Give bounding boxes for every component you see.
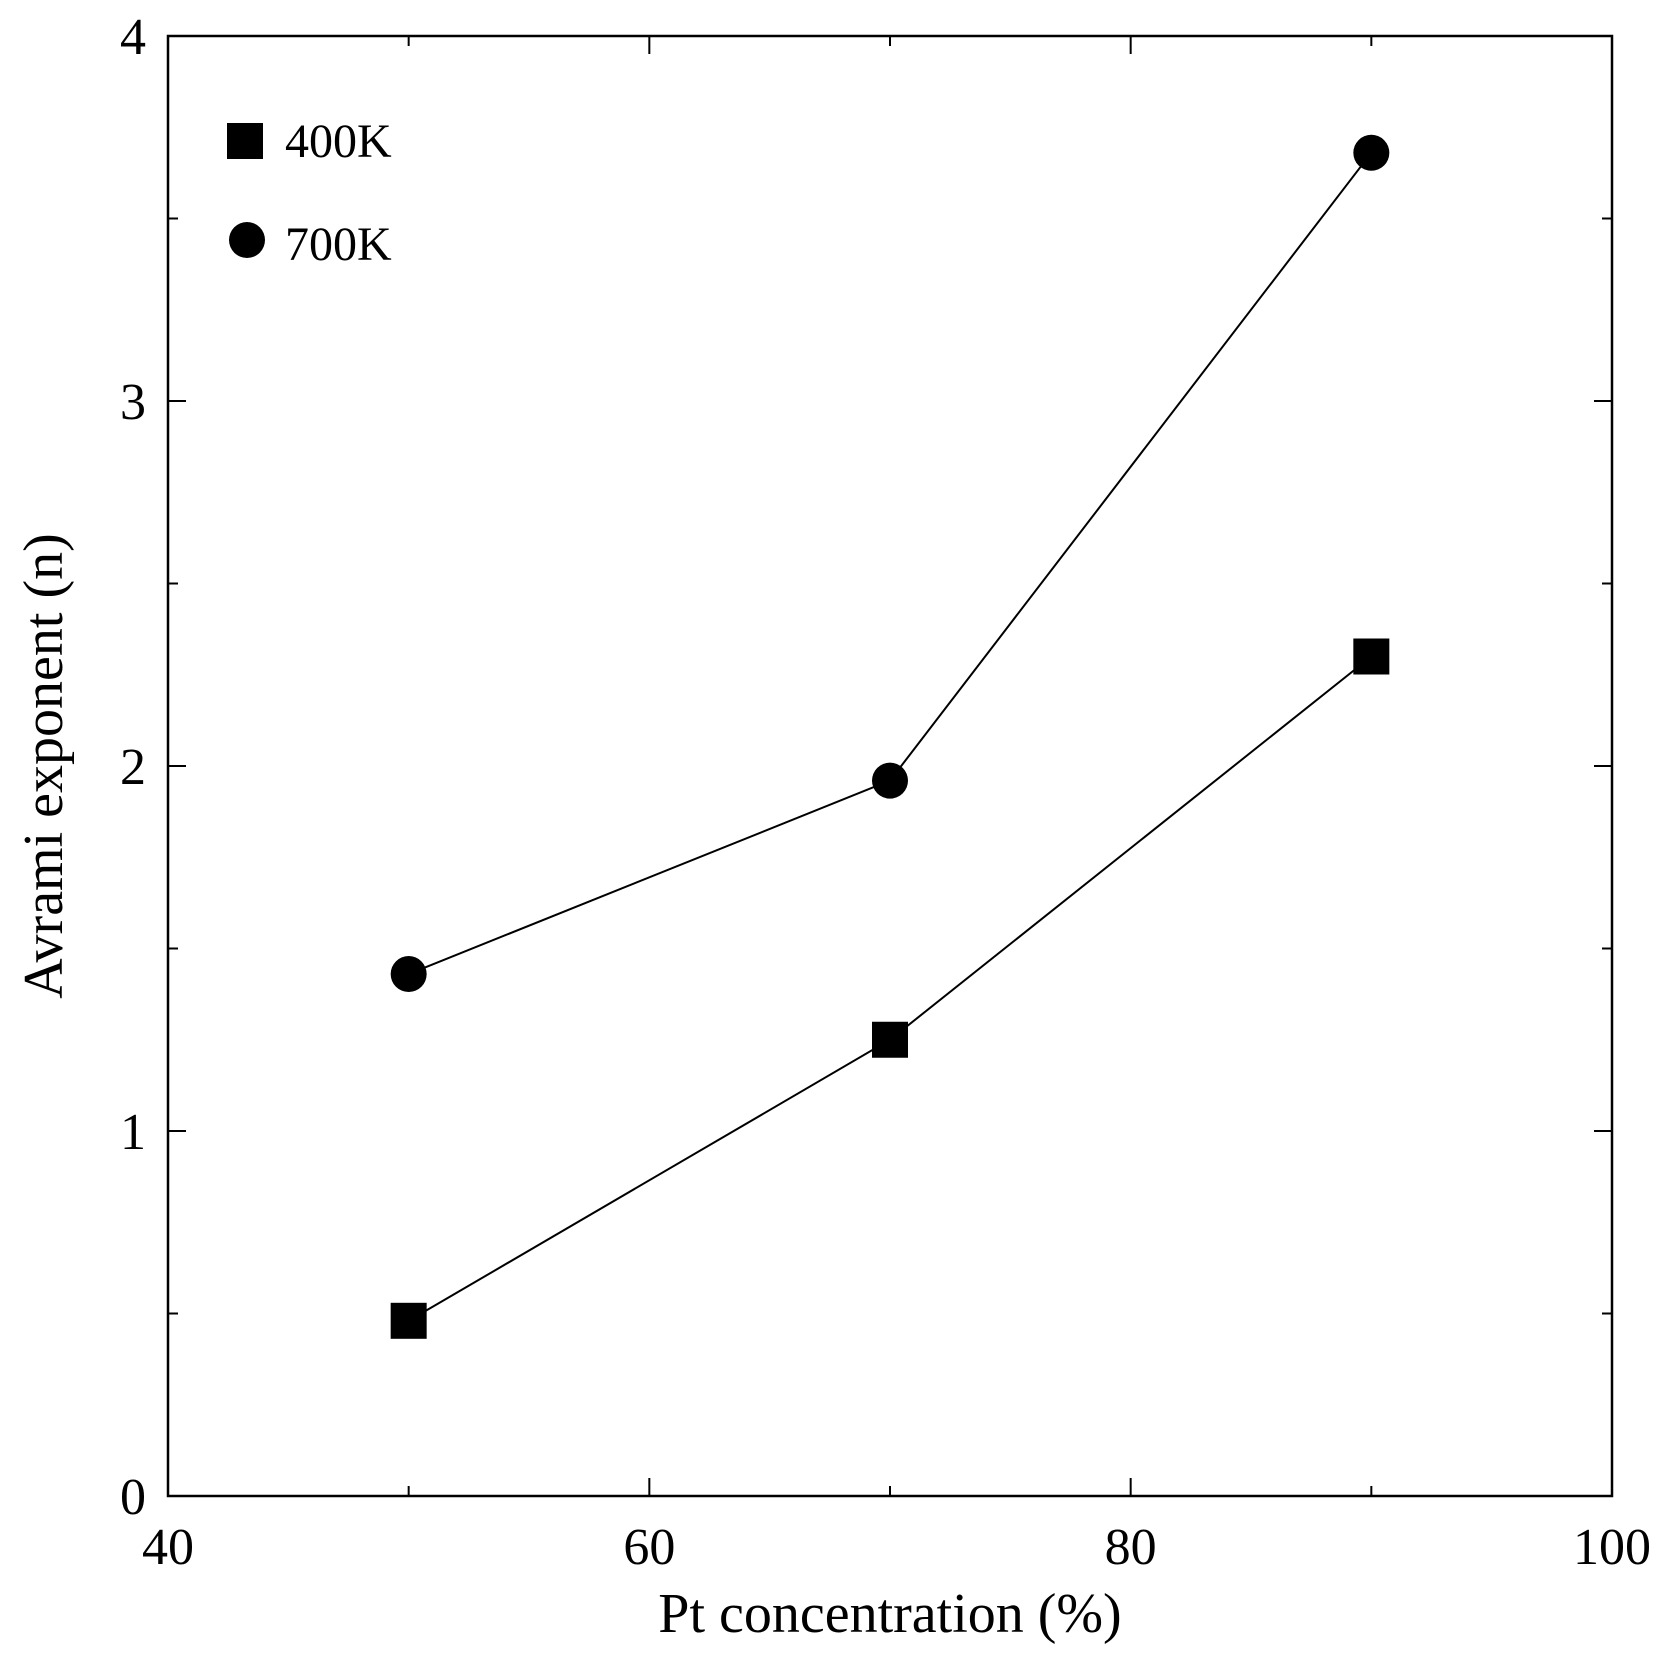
data-point-400k: [390, 1302, 427, 1339]
x-tick-label: 60: [623, 1519, 675, 1576]
axis-ticks: [168, 36, 1612, 1496]
series-line-700k: [408, 152, 1373, 975]
data-point-700k: [1353, 134, 1390, 171]
legend-marker-400k: [227, 123, 263, 159]
series-line-400k: [408, 655, 1372, 1322]
legend-marker-700k: [229, 222, 265, 258]
y-tick-label: 1: [120, 1104, 146, 1161]
axis-tick-labels: 40 60 80 100 0 1 2 3 4: [120, 9, 1651, 1576]
legend-label-400k: 400K: [285, 115, 392, 168]
y-tick-label: 4: [120, 9, 146, 66]
y-axis-label: Avrami exponent (n): [13, 533, 75, 998]
y-tick-label: 0: [120, 1469, 146, 1526]
x-tick-label: 80: [1105, 1519, 1157, 1576]
legend-label-700k: 700K: [285, 218, 392, 271]
data-point-400k: [872, 1021, 908, 1058]
x-axis-label: Pt concentration (%): [658, 1583, 1121, 1645]
series-lines: [408, 152, 1373, 1322]
x-tick-label: 100: [1573, 1519, 1651, 1576]
legend: 400K 700K: [227, 115, 392, 271]
series-markers: [390, 134, 1390, 1339]
x-tick-label: 40: [142, 1519, 194, 1576]
y-tick-label: 3: [120, 374, 146, 431]
y-tick-label: 2: [120, 739, 146, 796]
data-point-700k: [872, 762, 908, 799]
data-point-400k: [1353, 638, 1390, 675]
data-point-700k: [390, 956, 427, 993]
